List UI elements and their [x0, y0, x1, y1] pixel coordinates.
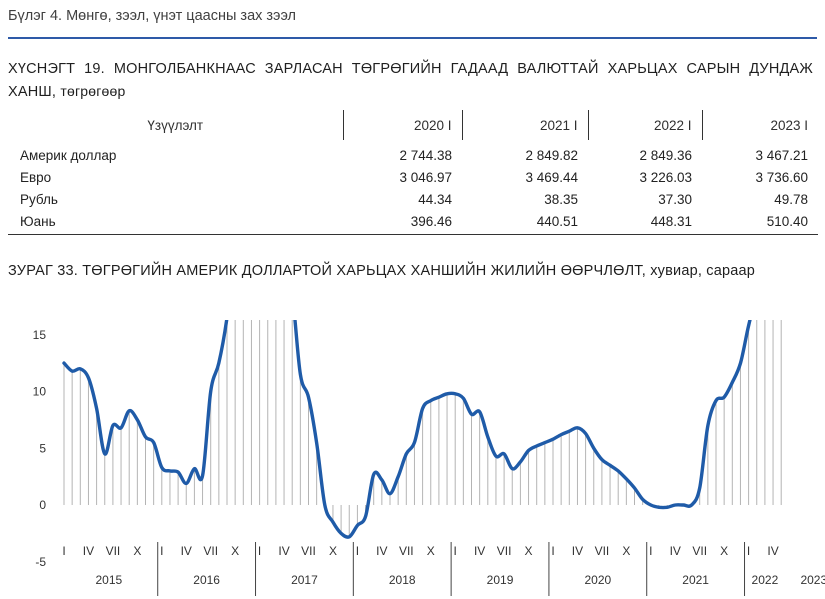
year-label: 2015 [95, 573, 122, 587]
x-tick-label: I [649, 544, 652, 558]
x-tick-label: I [258, 544, 261, 558]
y-tick-label: 0 [39, 498, 46, 512]
y-tick-label: 15 [33, 328, 47, 342]
y-tick-label: -5 [35, 555, 46, 569]
table-row: Рубль 44.34 38.35 37.30 49.78 [8, 188, 818, 210]
x-tick-label: VII [399, 544, 414, 558]
cell-value: 396.46 [410, 213, 452, 229]
x-tick-label: X [231, 544, 239, 558]
table-title-text: ХҮСНЭГТ 19. МОНГОЛБАНКНААС ЗАРЛАСАН ТӨГР… [8, 61, 813, 100]
cell-value: 3 046.97 [399, 169, 452, 185]
x-tick-label: VII [301, 544, 316, 558]
year-label: 2022 [752, 573, 779, 587]
year-label: 2023 [800, 573, 825, 587]
cell-value: 510.40 [766, 213, 808, 229]
section-divider [8, 37, 817, 39]
figure-title: ЗУРАГ 33. ТӨГРӨГИЙН АМЕРИК ДОЛЛАРТОЙ ХАР… [8, 263, 756, 279]
x-tick-label: I [747, 544, 750, 558]
drop-lines [63, 320, 782, 537]
series-line [62, 320, 752, 539]
section-title: Бүлэг 4. Мөнгө, зээл, үнэт цаасны зах зэ… [8, 8, 296, 24]
x-tick-label: X [427, 544, 435, 558]
table-row: Юань 396.46 440.51 448.31 510.40 [8, 210, 818, 232]
x-tick-label: I [551, 544, 554, 558]
table-title: ХҮСНЭГТ 19. МОНГОЛБАНКНААС ЗАРЛАСАН ТӨГР… [8, 58, 813, 103]
y-axis: -5051015202530 [33, 328, 47, 569]
y-tick-label: 5 [39, 441, 46, 455]
table-bottom-rule [8, 234, 818, 235]
year-label: 2018 [389, 573, 416, 587]
table-header-row: Үзүүлэлт 2020 I 2021 I 2022 I 2023 I [8, 110, 818, 140]
year-label: 2021 [682, 573, 709, 587]
header-indicator: Үзүүлэлт [147, 117, 204, 133]
x-tick-label: IV [767, 544, 778, 558]
cell-value: 2 849.82 [525, 147, 578, 163]
year-label: 2017 [291, 573, 318, 587]
x-tick-label: X [525, 544, 533, 558]
x-axis: I IV VII X I IV VII X I IV VII X I IV VII X I IV VII X I IV VI… [62, 542, 825, 596]
header-2022: 2022 I [587, 110, 702, 140]
x-tick-label: IV [670, 544, 681, 558]
cell-value: 44.34 [418, 191, 452, 207]
table-row: Америк доллар 2 744.38 2 849.82 2 849.36… [8, 140, 818, 166]
row-label: Америк доллар [20, 147, 117, 163]
row-label: Юань [20, 213, 56, 229]
x-tick-label: VII [203, 544, 218, 558]
cell-value: 3 226.03 [639, 169, 692, 185]
cell-value: 3 467.21 [755, 147, 808, 163]
exchange-rate-table: Үзүүлэлт 2020 I 2021 I 2022 I 2023 I Аме… [8, 110, 818, 232]
x-tick-label: X [622, 544, 630, 558]
x-tick-label: X [720, 544, 728, 558]
cell-value: 2 849.36 [639, 147, 692, 163]
cell-value: 3 469.44 [525, 169, 578, 185]
x-tick-label: VII [106, 544, 121, 558]
y-tick-label: 10 [33, 385, 47, 399]
header-2020: 2020 I [342, 110, 462, 140]
x-tick-label: IV [376, 544, 387, 558]
x-tick-label: I [62, 544, 65, 558]
x-tick-label: I [160, 544, 163, 558]
x-tick-label: I [454, 544, 457, 558]
table-row: Евро 3 046.97 3 469.44 3 226.03 3 736.60 [8, 166, 818, 188]
cell-value: 448.31 [650, 213, 692, 229]
cell-value: 3 736.60 [755, 169, 808, 185]
cell-value: 38.35 [544, 191, 578, 207]
header-2021: 2021 I [461, 110, 588, 140]
cell-value: 440.51 [536, 213, 578, 229]
cell-value: 2 744.38 [399, 147, 452, 163]
x-tick-label: IV [83, 544, 94, 558]
row-label: Евро [20, 169, 52, 185]
x-tick-label: X [133, 544, 141, 558]
x-tick-label: IV [181, 544, 192, 558]
x-tick-label: IV [278, 544, 289, 558]
header-2023: 2023 I [701, 110, 818, 140]
row-label: Рубль [20, 191, 58, 207]
x-tick-label: VII [497, 544, 512, 558]
x-tick-label: VII [595, 544, 610, 558]
x-tick-label: VII [692, 544, 707, 558]
year-label: 2020 [584, 573, 611, 587]
cell-value: 37.30 [658, 191, 692, 207]
cell-value: 49.78 [774, 191, 808, 207]
x-tick-label: IV [474, 544, 485, 558]
table-title-unit: төгрөгөөр [60, 83, 126, 99]
year-label: 2016 [193, 573, 220, 587]
x-tick-label: I [356, 544, 359, 558]
x-tick-label: IV [572, 544, 583, 558]
exchange-rate-change-chart: -5051015202530 IIVVIIXIIVVIIXIIVVIIXIIVV… [33, 320, 825, 596]
year-label: 2019 [487, 573, 514, 587]
x-tick-label: X [329, 544, 337, 558]
